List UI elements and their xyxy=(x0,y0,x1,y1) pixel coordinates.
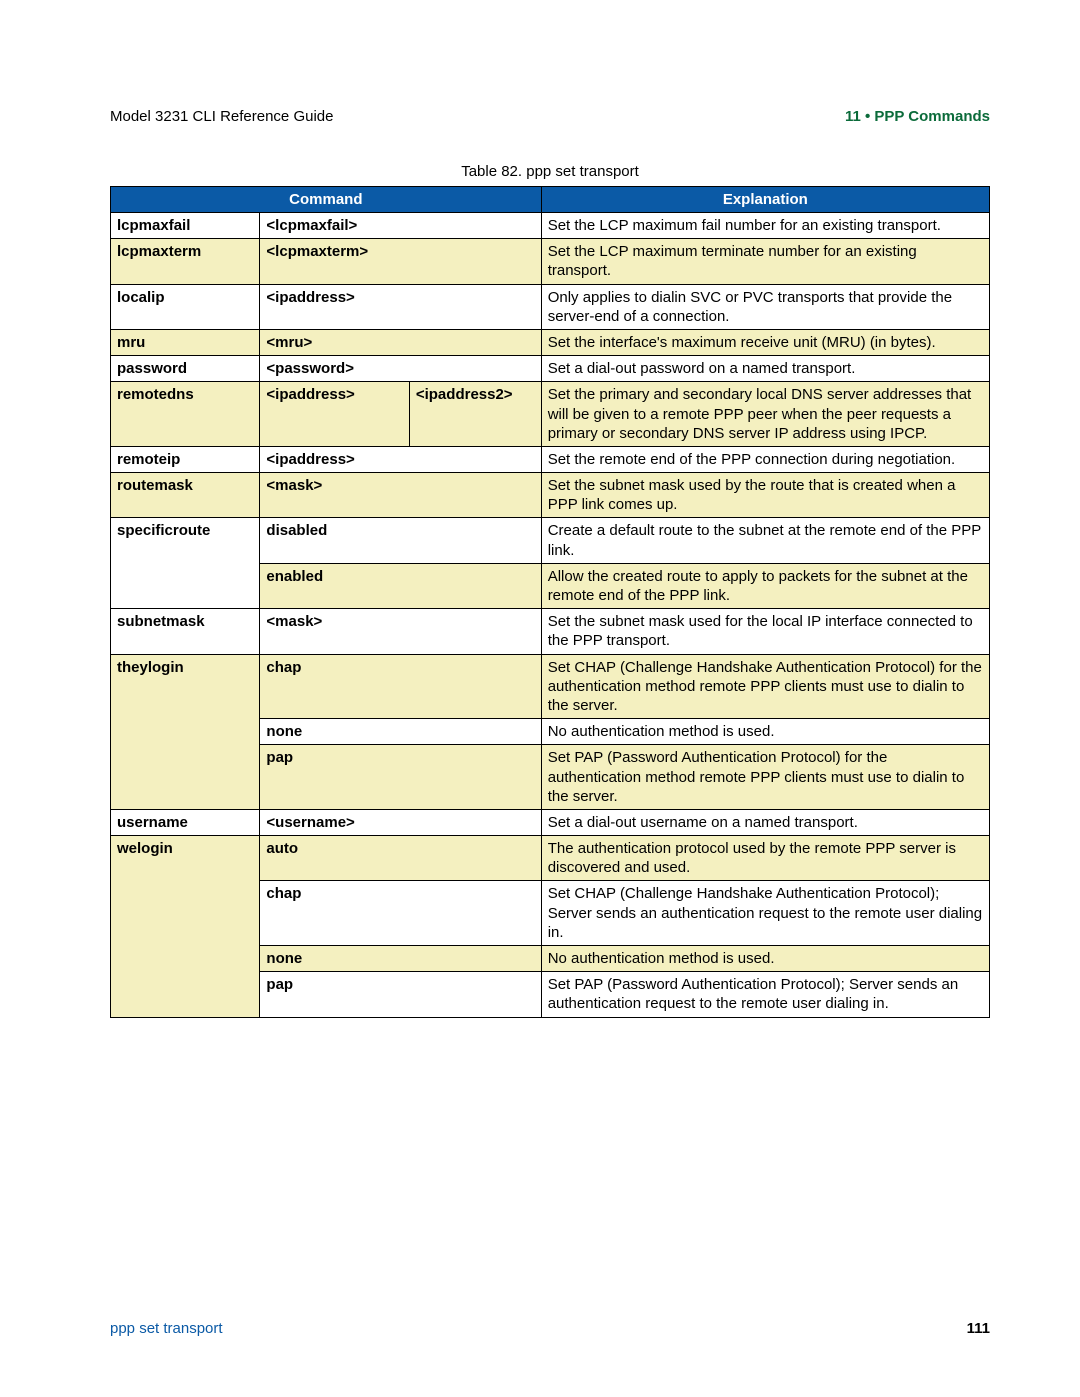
cmd-explanation: No authentication method is used. xyxy=(541,719,989,745)
cmd-param: pap xyxy=(260,972,541,1017)
cmd-name: lcpmaxterm xyxy=(111,239,260,284)
cmd-param: <username> xyxy=(260,809,541,835)
cmd-explanation: Set the subnet mask used by the route th… xyxy=(541,473,989,518)
cmd-name: lcpmaxfail xyxy=(111,213,260,239)
cmd-explanation: Set a dial-out username on a named trans… xyxy=(541,809,989,835)
table-row: theyloginchapSet CHAP (Challenge Handsha… xyxy=(111,654,990,719)
table-row: mru<mru>Set the interface's maximum rece… xyxy=(111,329,990,355)
document-page: Model 3231 CLI Reference Guide 11 • PPP … xyxy=(0,0,1080,1397)
cmd-param: disabled xyxy=(260,518,541,563)
cmd-name: username xyxy=(111,809,260,835)
cmd-param: <lcpmaxfail> xyxy=(260,213,541,239)
cmd-name: password xyxy=(111,356,260,382)
page-header: Model 3231 CLI Reference Guide 11 • PPP … xyxy=(110,108,990,125)
command-table: Command Explanation lcpmaxfail<lcpmaxfai… xyxy=(110,186,990,1018)
cmd-name: welogin xyxy=(111,836,260,1018)
table-row: remotedns<ipaddress><ipaddress2>Set the … xyxy=(111,382,990,447)
header-left: Model 3231 CLI Reference Guide xyxy=(110,108,333,125)
cmd-param: <ipaddress> xyxy=(260,446,541,472)
cmd-param: chap xyxy=(260,881,541,946)
cmd-name: routemask xyxy=(111,473,260,518)
page-footer: ppp set transport 111 xyxy=(110,1320,990,1337)
cmd-name: subnetmask xyxy=(111,609,260,654)
cmd-explanation: Set the remote end of the PPP connection… xyxy=(541,446,989,472)
cmd-explanation: Set the LCP maximum fail number for an e… xyxy=(541,213,989,239)
cmd-explanation: No authentication method is used. xyxy=(541,946,989,972)
table-row: routemask<mask>Set the subnet mask used … xyxy=(111,473,990,518)
cmd-explanation: Set CHAP (Challenge Handshake Authentica… xyxy=(541,654,989,719)
cmd-param2: <ipaddress2> xyxy=(409,382,541,447)
cmd-name: remoteip xyxy=(111,446,260,472)
cmd-param: <mask> xyxy=(260,609,541,654)
cmd-param: none xyxy=(260,946,541,972)
table-row: username<username>Set a dial-out usernam… xyxy=(111,809,990,835)
cmd-name: theylogin xyxy=(111,654,260,809)
header-right: 11 • PPP Commands xyxy=(845,108,990,125)
cmd-param: <mask> xyxy=(260,473,541,518)
cmd-explanation: Only applies to dialin SVC or PVC transp… xyxy=(541,284,989,329)
cmd-param: <mru> xyxy=(260,329,541,355)
table-row: lcpmaxterm<lcpmaxterm>Set the LCP maximu… xyxy=(111,239,990,284)
cmd-name: remotedns xyxy=(111,382,260,447)
table-row: lcpmaxfail<lcpmaxfail>Set the LCP maximu… xyxy=(111,213,990,239)
cmd-explanation: Set CHAP (Challenge Handshake Authentica… xyxy=(541,881,989,946)
table-row: password<password>Set a dial-out passwor… xyxy=(111,356,990,382)
cmd-param: <password> xyxy=(260,356,541,382)
cmd-explanation: Set the interface's maximum receive unit… xyxy=(541,329,989,355)
cmd-param: chap xyxy=(260,654,541,719)
table-row: localip<ipaddress>Only applies to dialin… xyxy=(111,284,990,329)
cmd-param: pap xyxy=(260,745,541,810)
table-row: remoteip<ipaddress>Set the remote end of… xyxy=(111,446,990,472)
cmd-explanation: Create a default route to the subnet at … xyxy=(541,518,989,563)
cmd-explanation: Set a dial-out password on a named trans… xyxy=(541,356,989,382)
cmd-param: none xyxy=(260,719,541,745)
table-row: specificroutedisabledCreate a default ro… xyxy=(111,518,990,563)
table-header-row: Command Explanation xyxy=(111,187,990,213)
cmd-param: <ipaddress> xyxy=(260,284,541,329)
th-command: Command xyxy=(111,187,542,213)
cmd-explanation: Set the primary and secondary local DNS … xyxy=(541,382,989,447)
footer-left: ppp set transport xyxy=(110,1320,223,1337)
table-row: subnetmask<mask>Set the subnet mask used… xyxy=(111,609,990,654)
cmd-name: localip xyxy=(111,284,260,329)
footer-right: 111 xyxy=(967,1320,990,1337)
cmd-param: <ipaddress> xyxy=(260,382,409,447)
table-row: weloginautoThe authentication protocol u… xyxy=(111,836,990,881)
cmd-name: mru xyxy=(111,329,260,355)
th-explanation: Explanation xyxy=(541,187,989,213)
table-body: lcpmaxfail<lcpmaxfail>Set the LCP maximu… xyxy=(111,213,990,1018)
cmd-explanation: Set PAP (Password Authentication Protoco… xyxy=(541,745,989,810)
cmd-param: <lcpmaxterm> xyxy=(260,239,541,284)
cmd-explanation: The authentication protocol used by the … xyxy=(541,836,989,881)
cmd-explanation: Set the subnet mask used for the local I… xyxy=(541,609,989,654)
cmd-param: enabled xyxy=(260,563,541,608)
cmd-explanation: Allow the created route to apply to pack… xyxy=(541,563,989,608)
cmd-explanation: Set the LCP maximum terminate number for… xyxy=(541,239,989,284)
cmd-explanation: Set PAP (Password Authentication Protoco… xyxy=(541,972,989,1017)
cmd-name: specificroute xyxy=(111,518,260,609)
cmd-param: auto xyxy=(260,836,541,881)
table-caption: Table 82. ppp set transport xyxy=(110,163,990,180)
